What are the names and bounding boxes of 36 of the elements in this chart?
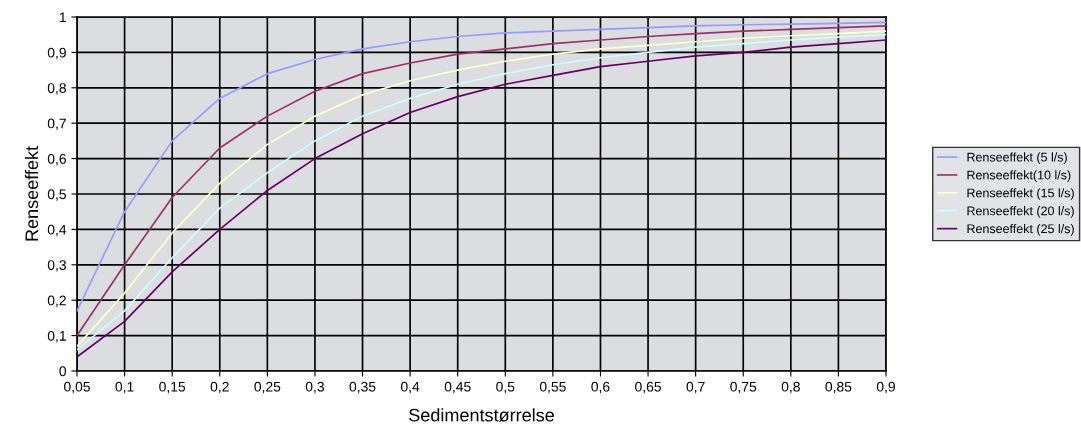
y-tick-label: 0,1 (47, 330, 66, 343)
x-tick-label: 0,55 (539, 381, 566, 394)
x-tick-label: 0,15 (159, 381, 186, 394)
legend-label: Renseeffekt (25 l/s) (967, 223, 1074, 236)
y-tick-label: 0,7 (47, 118, 66, 131)
legend-label: Renseeffekt (5 l/s) (967, 152, 1067, 165)
x-tick-label: 0,75 (730, 381, 757, 394)
x-tick-label: 0,8 (781, 381, 800, 394)
x-tick-label: 0,85 (825, 381, 852, 394)
x-tick-label: 0,25 (254, 381, 281, 394)
y-tick-label: 0,4 (47, 224, 67, 237)
y-tick-label: 0,6 (47, 153, 66, 166)
y-tick-label: 0 (59, 366, 67, 377)
y-tick-label: 0,3 (47, 260, 66, 272)
x-tick-label: 0,45 (444, 381, 471, 394)
y-axis-title: Renseeffekt (24, 146, 39, 241)
legend-label: Renseeffekt (20 l/s) (967, 206, 1074, 218)
y-tick-label: 0,2 (47, 295, 66, 308)
x-tick-label: 0,65 (635, 381, 661, 394)
x-tick-label: 0,5 (496, 381, 515, 394)
x-tick-label: 0,35 (349, 381, 376, 394)
x-tick-label: 0,2 (210, 381, 229, 394)
x-tick-label: 0,7 (686, 381, 705, 394)
y-tick-label: 0,8 (47, 83, 66, 95)
x-tick-label: 0,05 (64, 381, 90, 394)
x-tick-label: 0,3 (305, 381, 324, 394)
x-tick-label: 0,1 (115, 381, 134, 394)
x-tick-label: 0,9 (876, 381, 895, 394)
y-tick-label: 1 (59, 12, 66, 23)
x-axis-title: Sedimentstørrelse (409, 408, 554, 422)
y-tick-label: 0,9 (47, 47, 66, 60)
x-tick-label: 0,4 (401, 381, 420, 394)
legend-label: Renseeffekt (15 l/s) (967, 188, 1074, 200)
y-tick-label: 0,5 (47, 189, 66, 201)
x-tick-label: 0,6 (591, 381, 610, 394)
legend-label: Renseeffekt(10 l/s) (967, 170, 1071, 182)
